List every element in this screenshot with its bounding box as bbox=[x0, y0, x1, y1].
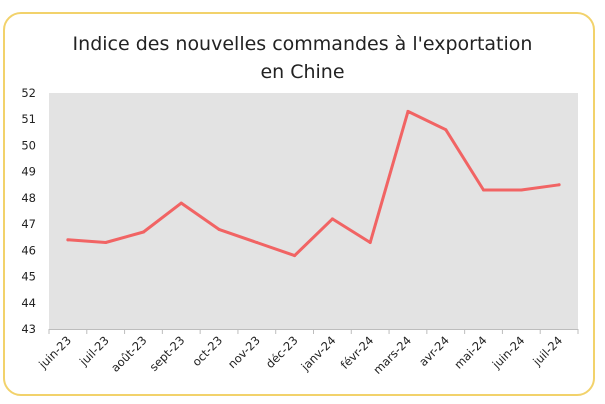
data-point bbox=[179, 201, 183, 205]
y-tick-label: 50 bbox=[21, 138, 36, 152]
data-point bbox=[519, 188, 523, 192]
chart-title-line-1: Indice des nouvelles commandes à l'expor… bbox=[72, 33, 533, 55]
y-tick-label: 47 bbox=[21, 217, 36, 231]
data-point bbox=[368, 240, 372, 244]
data-point bbox=[255, 240, 259, 244]
data-point bbox=[293, 254, 297, 258]
y-tick-label: 45 bbox=[21, 270, 36, 284]
x-tick-label: déc-23 bbox=[263, 333, 301, 371]
data-point bbox=[557, 183, 561, 187]
data-point bbox=[330, 217, 334, 221]
y-tick-label: 49 bbox=[21, 165, 36, 179]
y-tick-label: 51 bbox=[21, 112, 36, 126]
x-tick-label: oct-23 bbox=[189, 333, 225, 369]
chart-title: Indice des nouvelles commandes à l'expor… bbox=[0, 30, 605, 86]
x-tick-label: juin-23 bbox=[35, 333, 74, 372]
data-point bbox=[66, 238, 70, 242]
y-tick-label: 52 bbox=[21, 86, 36, 100]
x-tick-label: août-23 bbox=[108, 333, 149, 374]
x-tick-label: nov-23 bbox=[225, 333, 263, 371]
data-point bbox=[482, 188, 486, 192]
data-point bbox=[141, 230, 145, 234]
x-tick-label: mars-24 bbox=[370, 333, 414, 377]
x-tick-label: juil-24 bbox=[529, 333, 565, 369]
data-point bbox=[444, 128, 448, 132]
plot-area bbox=[49, 93, 578, 329]
y-tick-label: 48 bbox=[21, 191, 36, 205]
data-point bbox=[104, 240, 108, 244]
y-axis: 43 44 45 46 47 48 49 50 51 52 bbox=[21, 86, 36, 336]
x-tick-label: janv-24 bbox=[298, 333, 339, 374]
series-line bbox=[66, 109, 561, 258]
chart-title-line-2: en Chine bbox=[260, 61, 345, 83]
x-tick-label: avr-24 bbox=[416, 333, 452, 369]
x-tick-label: juin-24 bbox=[489, 333, 528, 372]
data-point bbox=[217, 227, 221, 231]
y-tick-label: 46 bbox=[21, 243, 36, 257]
series-group bbox=[66, 109, 561, 258]
y-tick-label: 43 bbox=[21, 322, 36, 336]
x-tick-label: sept-23 bbox=[147, 333, 188, 374]
data-point bbox=[406, 109, 410, 113]
x-tick-label: mai-24 bbox=[451, 333, 489, 371]
x-tick-label: juil-23 bbox=[76, 333, 112, 369]
y-tick-label: 44 bbox=[21, 296, 36, 310]
